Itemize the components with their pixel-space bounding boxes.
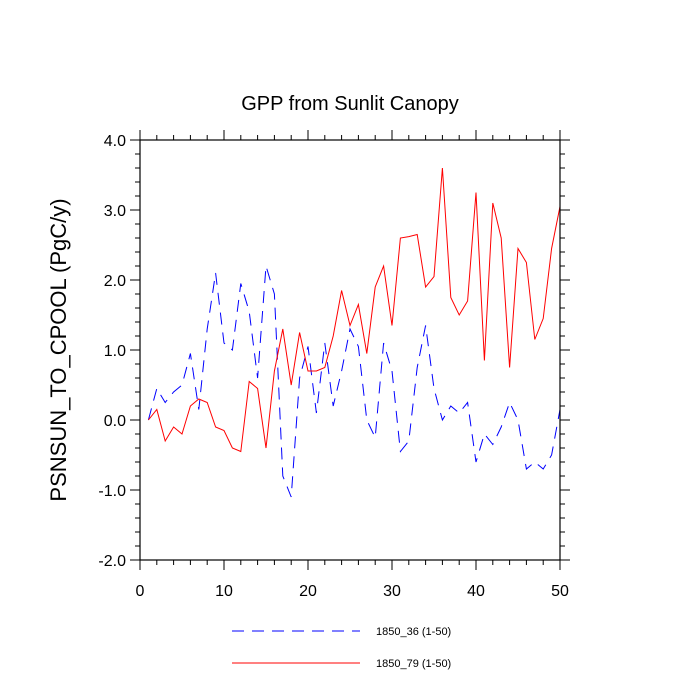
legend: 1850_36 (1-50) 1850_79 (1-50) — [232, 626, 451, 670]
y-tick-label: 3.0 — [104, 203, 126, 220]
y-tick-label: 0.0 — [104, 413, 126, 430]
tick-marks — [130, 130, 570, 570]
y-tick-label: 1.0 — [104, 343, 126, 360]
y-tick-label: -1.0 — [98, 483, 126, 500]
tick-labels: 0 10 20 30 40 50 -2.0 -1.0 0.0 1.0 2.0 3.0 4.0 — [98, 133, 569, 600]
chart-title: GPP from Sunlit Canopy — [241, 93, 459, 115]
x-tick-label: 40 — [467, 583, 485, 600]
plot-frame — [139, 139, 561, 561]
y-tick-label: 2.0 — [104, 273, 126, 290]
series-lines — [147, 167, 561, 498]
y-tick-label: 4.0 — [104, 133, 126, 150]
y-tick-label: -2.0 — [98, 553, 126, 570]
x-tick-label: 0 — [136, 583, 145, 600]
x-tick-label: 30 — [383, 583, 401, 600]
x-tick-label: 50 — [551, 583, 569, 600]
legend-label: 1850_79 (1-50) — [376, 658, 451, 670]
series-line-1850_36 — [147, 265, 561, 498]
x-tick-label: 20 — [299, 583, 317, 600]
y-axis-label: PSNSUN_TO_CPOOL (PgC/y) — [46, 198, 71, 501]
legend-label: 1850_36 (1-50) — [376, 626, 451, 638]
x-tick-label: 10 — [215, 583, 233, 600]
series-line-1850_79 — [148, 167, 561, 453]
